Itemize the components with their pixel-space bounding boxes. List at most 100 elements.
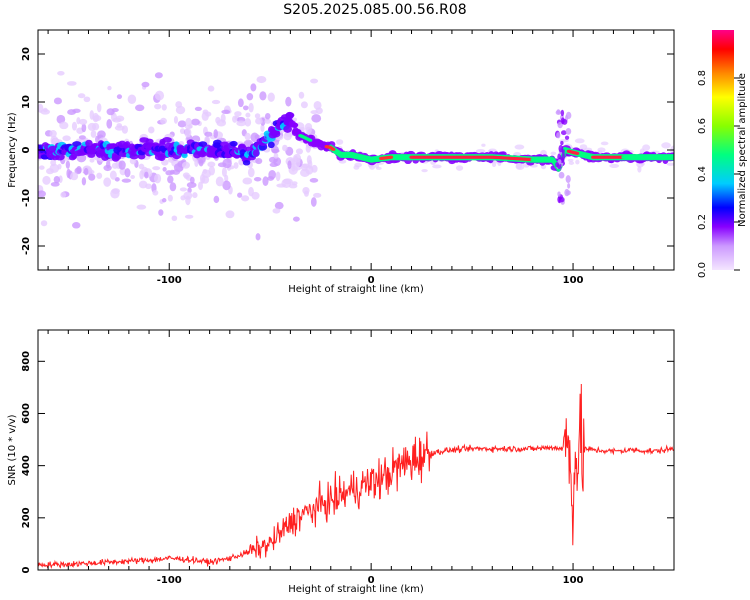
spectral-speckle: [184, 124, 193, 130]
spectral-speckle: [179, 187, 188, 192]
spectral-speckle: [78, 135, 86, 140]
spectral-blob: [181, 152, 188, 159]
spectral-speckle: [162, 167, 167, 172]
spectral-speckle: [177, 120, 187, 128]
bottom-ytick-label: 600: [21, 403, 32, 424]
spectral-speckle: [432, 164, 442, 169]
spectral-speckle: [173, 163, 184, 173]
spectral-speckle: [222, 158, 232, 169]
spectral-speckle: [136, 204, 147, 210]
spectral-speckle: [642, 144, 651, 151]
spectral-blob: [267, 141, 275, 149]
spectral-blob: [85, 139, 93, 147]
spectral-speckle: [66, 81, 77, 86]
spectral-streak: [565, 111, 572, 120]
spectral-speckle: [309, 178, 319, 183]
spectral-speckle: [169, 182, 177, 192]
spectral-blob: [283, 125, 292, 133]
spectral-speckle: [167, 194, 173, 202]
spectral-blob: [55, 153, 65, 161]
spectral-speckle: [111, 108, 119, 113]
spectral-speckle: [50, 159, 57, 167]
spectral-speckle: [222, 180, 231, 191]
bottom-ytick-label: 0: [21, 566, 32, 573]
spectral-speckle: [492, 162, 497, 167]
spectral-speckle: [288, 183, 298, 189]
spectral-speckle: [207, 161, 216, 168]
spectral-speckle: [192, 192, 198, 199]
spectral-speckle: [253, 176, 262, 182]
spectral-speckle: [121, 178, 132, 183]
spectral-speckle: [306, 155, 312, 165]
top-ytick-label: 0: [21, 146, 32, 153]
spectral-speckle: [233, 162, 239, 169]
spectral-speckle: [305, 143, 311, 153]
spectral-speckle: [83, 96, 91, 103]
spectral-streak: [560, 140, 564, 146]
spectral-band-core: [307, 138, 313, 142]
spectral-speckle: [267, 92, 275, 102]
spectral-speckle: [185, 195, 191, 206]
spectral-speckle: [310, 110, 319, 115]
spectral-speckle: [670, 145, 674, 153]
spectral-speckle: [292, 117, 297, 122]
spectral-speckle: [53, 97, 62, 105]
spectral-speckle: [272, 208, 281, 214]
top-xtick-label: 100: [563, 275, 584, 286]
spectral-speckle: [550, 151, 557, 156]
spectral-blob: [271, 129, 280, 136]
spectral-speckle: [237, 98, 244, 108]
colorbar-tick-label: 0.6: [697, 118, 708, 134]
spectral-speckle: [197, 181, 203, 191]
spectral-speckle: [42, 175, 51, 185]
spectral-speckle: [57, 163, 62, 170]
spectral-speckle: [111, 162, 119, 169]
spectral-speckle: [65, 160, 71, 169]
spectral-speckle: [267, 176, 275, 181]
spectral-speckle: [154, 90, 165, 101]
spectral-speckle: [204, 111, 212, 117]
spectral-speckle: [57, 70, 65, 76]
spectral-blob: [162, 136, 172, 143]
spectral-blob: [72, 141, 82, 147]
spectral-speckle: [173, 115, 178, 124]
spectral-speckle: [169, 169, 175, 175]
spectral-speckle: [167, 175, 174, 184]
spectral-streak: [556, 132, 561, 139]
spectral-speckle: [247, 167, 255, 178]
bottom-xlabel: Height of straight line (km): [288, 584, 424, 595]
spectral-speckle: [60, 191, 67, 198]
spectral-speckle: [74, 167, 82, 175]
spectral-speckle: [180, 195, 186, 201]
spectral-streak: [559, 196, 565, 203]
spectral-speckle: [250, 83, 257, 92]
spectral-speckle: [154, 72, 163, 79]
page-title: S205.2025.085.00.56.R08: [283, 2, 467, 18]
spectral-speckle: [245, 112, 251, 118]
spectral-speckle: [639, 148, 645, 155]
spectral-speckle: [198, 159, 204, 167]
spectral-band-core: [330, 147, 336, 151]
spectral-speckle: [241, 195, 250, 202]
bottom-ytick-label: 800: [21, 351, 32, 372]
spectral-speckle: [221, 109, 231, 114]
spectral-speckle: [49, 163, 60, 173]
spectral-speckle: [161, 104, 167, 111]
spectral-speckle: [127, 94, 137, 105]
spectral-blob: [242, 159, 251, 166]
top-xtick-label: -100: [157, 275, 182, 286]
spectral-band-core: [351, 153, 356, 157]
spectral-streak: [556, 109, 561, 114]
spectral-speckle: [310, 78, 319, 84]
spectral-speckle: [232, 115, 238, 123]
spectral-speckle: [161, 198, 167, 203]
spectral-speckle: [285, 96, 292, 107]
spectral-speckle: [175, 105, 186, 115]
spectral-speckle: [204, 131, 213, 137]
bottom-axis-ticks: -100 0 100 0 200 400 600 800: [21, 330, 675, 586]
spectral-band-core: [671, 155, 674, 159]
spectral-speckle: [661, 142, 671, 149]
spectral-speckle: [88, 173, 96, 181]
